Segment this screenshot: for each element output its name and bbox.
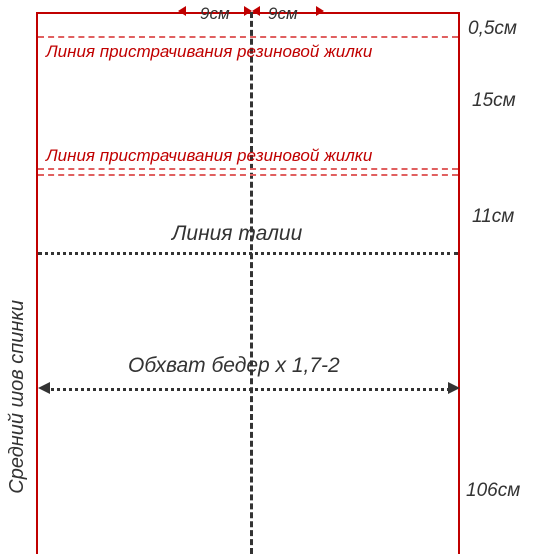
pattern-outline <box>36 12 460 554</box>
elastic-line-2b <box>38 174 458 176</box>
waist-label: Линия талии <box>172 222 302 246</box>
tick-arrow-right-in <box>252 6 260 16</box>
elastic-line-2 <box>38 168 458 170</box>
hip-arrow-line <box>46 388 450 391</box>
hip-arrow-left <box>38 382 50 394</box>
top-left-9cm: 9см <box>200 4 230 24</box>
tick-arrow-left-out <box>178 6 186 16</box>
measure-106cm: 106см <box>466 480 520 502</box>
elastic-label-1: Линия пристрачивания резиновой жилки <box>46 42 372 62</box>
top-right-9cm: 9см <box>268 4 298 24</box>
measure-15cm: 15см <box>472 90 516 112</box>
measure-0-5cm: 0,5см <box>468 18 517 40</box>
elastic-line-1 <box>38 36 458 38</box>
tick-arrow-right-out <box>316 6 324 16</box>
center-back-seam-label: Средний шов спинки <box>6 300 29 494</box>
waist-line <box>38 252 458 255</box>
tick-arrow-left-in <box>244 6 252 16</box>
elastic-label-2: Линия пристрачивания резиновой жилки <box>46 146 372 166</box>
center-fold-line <box>250 12 253 554</box>
hip-arrow-right <box>448 382 460 394</box>
hip-label: Обхват бедер х 1,7-2 <box>128 354 340 378</box>
pattern-diagram: .vdash { border-left-width:3px; } 9см 9с… <box>0 0 554 554</box>
measure-11cm: 11см <box>472 206 514 228</box>
